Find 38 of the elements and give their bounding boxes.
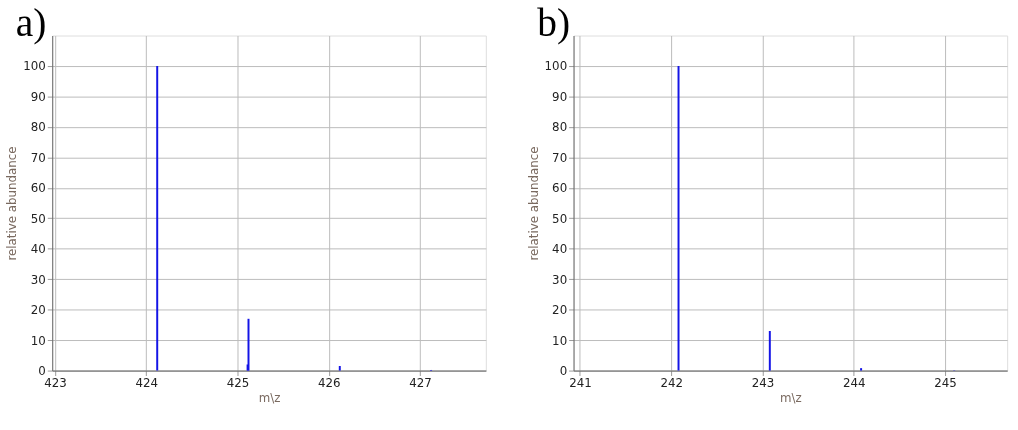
y-tick-label: 40 bbox=[552, 242, 568, 257]
y-axis-title: relative abundance bbox=[526, 146, 541, 261]
chart-title: a) bbox=[15, 0, 47, 45]
x-tick-label: 243 bbox=[751, 375, 775, 390]
x-tick-label: 427 bbox=[409, 375, 432, 390]
y-tick-label: 90 bbox=[30, 89, 46, 104]
y-tick-label: 0 bbox=[38, 364, 46, 379]
y-tick-label: 20 bbox=[552, 303, 568, 318]
y-tick-label: 50 bbox=[30, 211, 46, 226]
x-tick-label: 425 bbox=[226, 375, 250, 390]
y-tick-label: 60 bbox=[552, 181, 568, 196]
y-tick-label: 80 bbox=[30, 120, 46, 135]
x-axis-title: m\z bbox=[258, 390, 281, 405]
y-tick-label: 10 bbox=[30, 333, 46, 348]
x-tick-label: 241 bbox=[569, 375, 592, 390]
y-tick-label: 70 bbox=[552, 150, 568, 165]
y-tick-label: 40 bbox=[30, 242, 46, 257]
x-tick-label: 242 bbox=[660, 375, 683, 390]
chart-title: b) bbox=[537, 0, 571, 45]
x-tick-label: 245 bbox=[934, 375, 957, 390]
x-tick-label: 244 bbox=[843, 375, 866, 390]
y-tick-label: 90 bbox=[552, 89, 568, 104]
x-tick-label: 423 bbox=[44, 375, 67, 390]
y-tick-label: 30 bbox=[30, 272, 46, 287]
y-tick-label: 50 bbox=[552, 211, 568, 226]
x-tick-label: 426 bbox=[318, 375, 341, 390]
y-tick-label: 100 bbox=[544, 59, 568, 74]
y-tick-label: 30 bbox=[552, 272, 568, 287]
y-tick-label: 100 bbox=[23, 59, 46, 74]
y-tick-label: 80 bbox=[552, 120, 568, 135]
y-tick-label: 0 bbox=[559, 364, 568, 379]
y-tick-label: 20 bbox=[30, 303, 46, 318]
x-tick-label: 424 bbox=[135, 375, 159, 390]
x-axis-title: m\z bbox=[780, 390, 802, 405]
y-axis-title: relative abundance bbox=[5, 146, 20, 261]
y-tick-label: 70 bbox=[30, 150, 46, 165]
y-tick-label: 60 bbox=[30, 181, 46, 196]
y-tick-label: 10 bbox=[552, 333, 568, 348]
